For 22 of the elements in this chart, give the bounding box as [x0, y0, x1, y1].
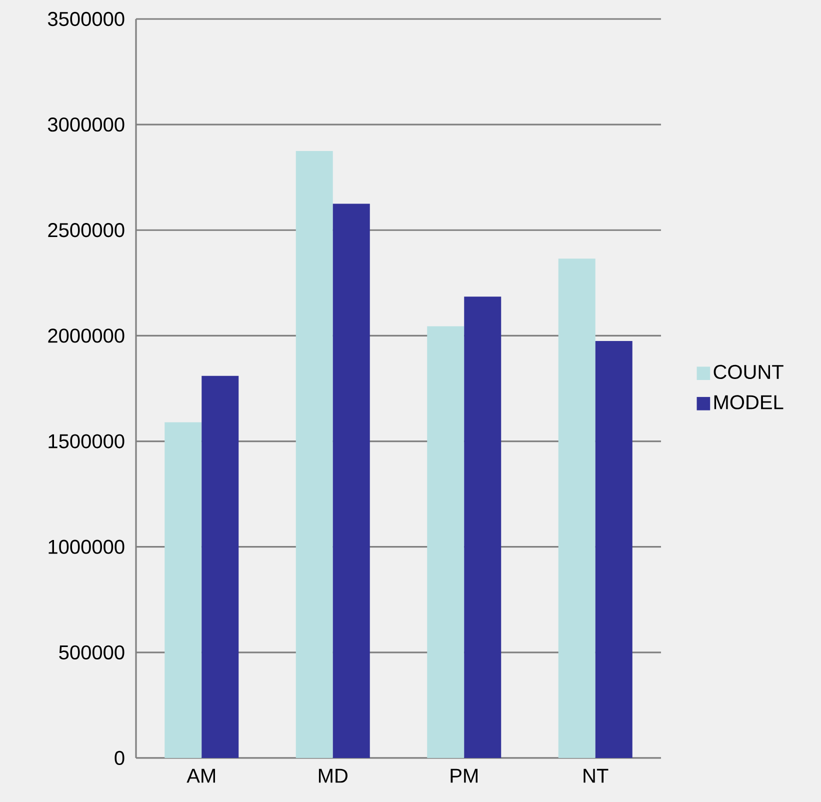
y-tick-label: 0: [114, 750, 124, 766]
bar: [558, 258, 596, 758]
y-tick-label: 2500000: [48, 223, 124, 238]
x-tick-label: PM: [450, 768, 478, 783]
y-tick-label: 1500000: [48, 434, 124, 448]
legend-label: MODEL: [714, 395, 784, 410]
bar: [202, 376, 239, 758]
x-tick-label: MD: [318, 768, 348, 783]
y-tick-label: 2000000: [48, 328, 124, 343]
y-tick-label: 1000000: [48, 540, 124, 554]
x-tick-label: NT: [584, 768, 608, 783]
y-tick-label: 500000: [59, 645, 124, 660]
bar: [296, 150, 333, 758]
bar: [164, 422, 202, 758]
legend-label: COUNT: [714, 364, 784, 380]
bar: [332, 204, 370, 758]
y-tick-label: 3000000: [48, 117, 124, 132]
y-tick-label: 3500000: [48, 12, 124, 26]
x-tick-label: AM: [186, 768, 215, 783]
bar: [464, 296, 502, 758]
bar: [427, 326, 464, 758]
bar: [595, 340, 632, 758]
